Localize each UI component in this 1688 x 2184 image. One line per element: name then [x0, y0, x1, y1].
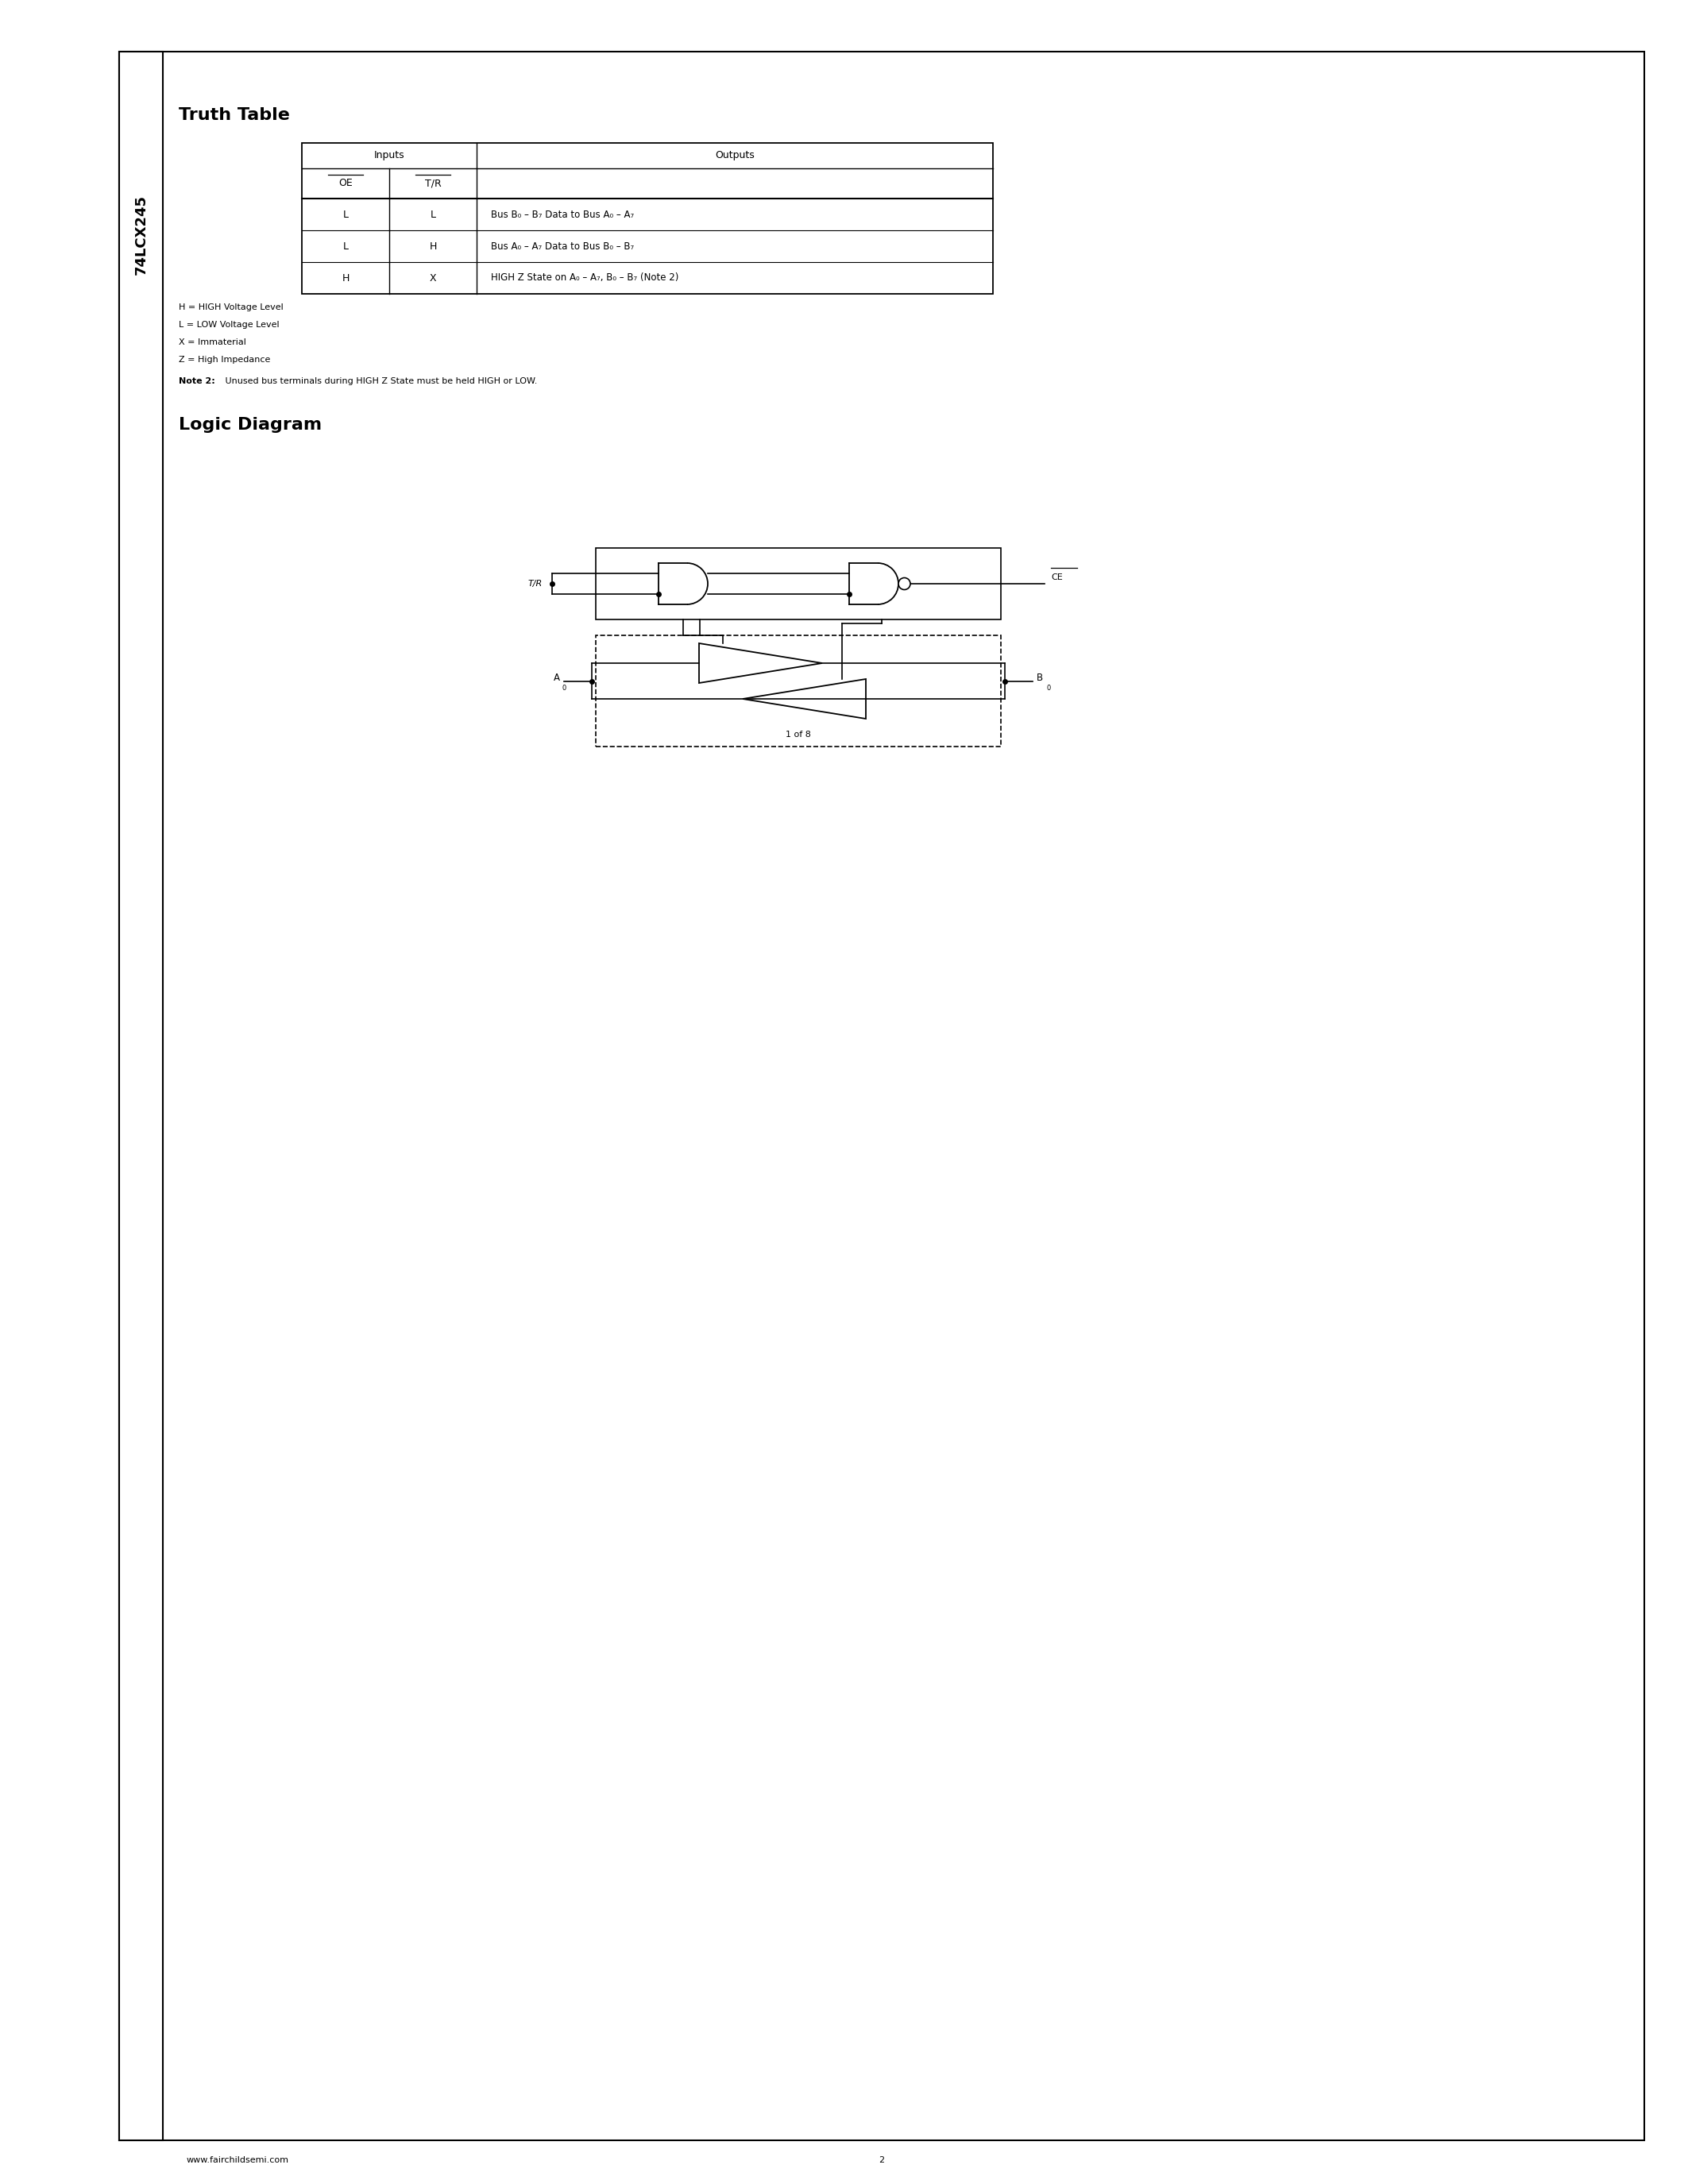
Text: CE: CE [1052, 574, 1063, 581]
Text: 1 of 8: 1 of 8 [785, 732, 810, 738]
Text: Bus A₀ – A₇ Data to Bus B₀ – B₇: Bus A₀ – A₇ Data to Bus B₀ – B₇ [491, 240, 635, 251]
Text: T/R: T/R [425, 179, 441, 188]
Text: B: B [1036, 673, 1043, 684]
Polygon shape [699, 644, 822, 684]
Text: H: H [341, 273, 349, 284]
Text: OE: OE [339, 179, 353, 188]
Text: Logic Diagram: Logic Diagram [179, 417, 322, 432]
Text: Note 2:: Note 2: [179, 378, 214, 384]
Bar [596, 636, 1001, 747]
Text: 74LCX245: 74LCX245 [133, 194, 149, 275]
Text: X = Immaterial: X = Immaterial [179, 339, 246, 347]
Circle shape [898, 579, 910, 590]
Text: Inputs: Inputs [375, 151, 405, 162]
Text: HIGH Z State on A₀ – A₇, B₀ – B₇ (Note 2): HIGH Z State on A₀ – A₇, B₀ – B₇ (Note 2… [491, 273, 679, 284]
Text: H: H [429, 240, 437, 251]
Text: A: A [554, 673, 560, 684]
Text: 2: 2 [879, 2156, 885, 2164]
Text: Outputs: Outputs [716, 151, 755, 162]
Text: www.fairchildsemi.com: www.fairchildsemi.com [187, 2156, 289, 2164]
Text: Z = High Impedance: Z = High Impedance [179, 356, 270, 365]
Text: Truth Table: Truth Table [179, 107, 290, 122]
Text: L: L [343, 210, 348, 221]
Text: 0: 0 [1047, 684, 1052, 692]
Text: Bus B₀ – B₇ Data to Bus A₀ – A₇: Bus B₀ – B₇ Data to Bus A₀ – A₇ [491, 210, 635, 221]
Polygon shape [743, 679, 866, 719]
Text: X: X [429, 273, 436, 284]
Text: L: L [343, 240, 348, 251]
Text: H = HIGH Voltage Level: H = HIGH Voltage Level [179, 304, 284, 312]
Text: L: L [430, 210, 436, 221]
Text: Unused bus terminals during HIGH Z State must be held HIGH or LOW.: Unused bus terminals during HIGH Z State… [223, 378, 537, 384]
Text: L = LOW Voltage Level: L = LOW Voltage Level [179, 321, 279, 330]
Bar [302, 142, 993, 295]
Bar [120, 52, 162, 2140]
Text: T/R: T/R [528, 579, 542, 587]
Bar [596, 548, 1001, 620]
Text: 0: 0 [562, 684, 567, 692]
